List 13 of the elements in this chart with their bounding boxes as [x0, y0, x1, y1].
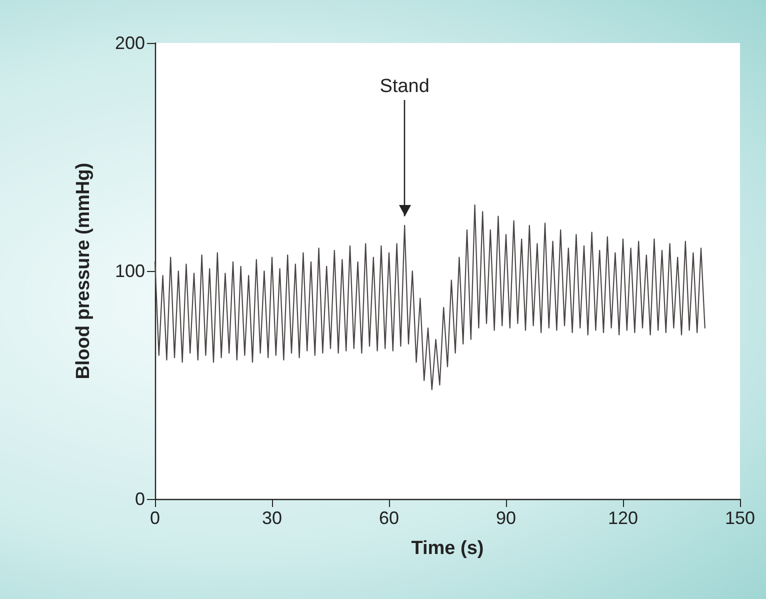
x-tick-label: 90: [496, 508, 516, 528]
x-tick-label: 120: [608, 508, 638, 528]
y-tick-label: 0: [134, 489, 145, 509]
y-axis-title: Blood pressure (mmHg): [73, 162, 94, 380]
y-tick-label: 100: [114, 261, 145, 281]
x-tick-label: 150: [724, 508, 756, 528]
line-series: [154, 204, 706, 390]
x-tick-label: 30: [262, 508, 282, 528]
y-tick-label: 200: [114, 33, 145, 53]
x-tick-label: 60: [378, 508, 400, 528]
ref-line-label: Stand: [380, 76, 430, 97]
x-axis-title: Time (s): [411, 538, 484, 559]
x-tick-label: 0: [150, 508, 160, 528]
